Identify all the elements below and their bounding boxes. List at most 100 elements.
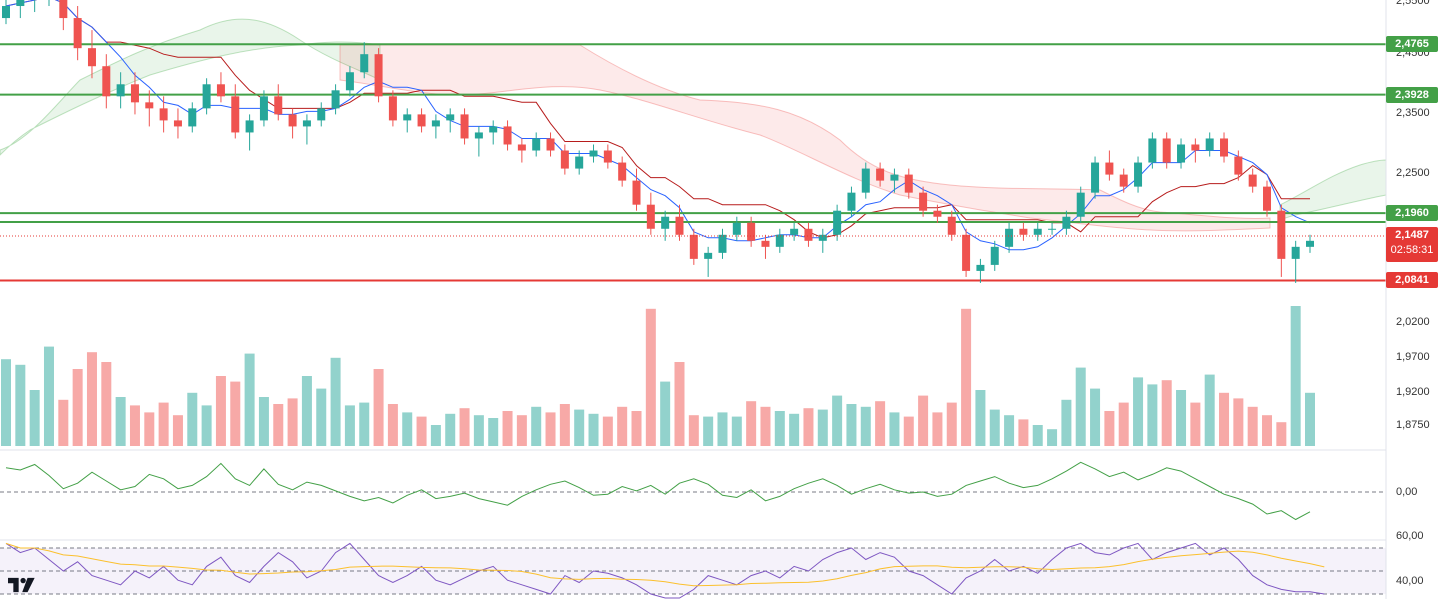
volume-bar-22 — [316, 388, 327, 446]
candle-67 — [962, 228, 971, 277]
candle-47 — [675, 204, 684, 241]
candle-72 — [1033, 222, 1042, 241]
candle-79 — [1134, 156, 1143, 193]
volume-bar-37 — [531, 406, 542, 446]
volume-bar-67 — [961, 308, 972, 446]
candle-78 — [1119, 168, 1128, 193]
volume-bar-8 — [115, 397, 126, 446]
candle-81 — [1162, 132, 1171, 169]
volume-bar-6 — [86, 352, 97, 446]
candle-53 — [761, 234, 770, 259]
candle-85 — [1220, 132, 1229, 163]
volume-bar-11 — [158, 402, 169, 446]
candle-82 — [1177, 138, 1186, 169]
candle-20 — [288, 108, 297, 139]
volume-bar-24 — [344, 405, 355, 446]
candle-83 — [1191, 138, 1200, 163]
candle-74 — [1062, 210, 1071, 235]
candle-89 — [1277, 204, 1286, 277]
volume-bar-50 — [717, 412, 728, 446]
candle-91 — [1306, 234, 1314, 253]
kijun-sen-line — [5, 0, 1310, 239]
candle-76 — [1091, 156, 1100, 199]
volume-bar-82 — [1176, 390, 1187, 446]
candle-35 — [503, 120, 512, 151]
candle-40 — [575, 150, 584, 175]
tradingview-logo-icon[interactable] — [8, 576, 40, 594]
volume-bar-56 — [803, 408, 814, 446]
volume-bar-21 — [301, 376, 312, 446]
candle-39 — [560, 144, 569, 175]
volume-bar-15 — [215, 376, 226, 446]
candle-43 — [618, 156, 627, 187]
candle-29 — [417, 108, 426, 133]
volume-bar-13 — [187, 392, 198, 446]
level-label-2: 2,1960 — [1386, 205, 1438, 222]
candle-8 — [116, 72, 125, 109]
candle-63 — [904, 168, 913, 199]
candle-14 — [202, 78, 211, 115]
volume-bar-63 — [903, 416, 914, 446]
candle-24 — [345, 66, 354, 97]
candle-33 — [474, 126, 483, 157]
candle-27 — [388, 90, 397, 127]
oscillator-zero-label: 0,00 — [1396, 486, 1417, 498]
volume-bar-87 — [1247, 406, 1258, 446]
candles — [2, 0, 1314, 283]
volume-bar-55 — [789, 413, 800, 446]
volume-bar-48 — [688, 415, 699, 446]
candle-28 — [403, 108, 412, 133]
volume-bar-33 — [473, 415, 484, 446]
current-price-value: 2,1487 — [1395, 229, 1429, 241]
volume-bar-74 — [1061, 399, 1072, 446]
volume-bar-39 — [559, 404, 570, 446]
candle-37 — [532, 132, 541, 157]
volume-bar-36 — [516, 415, 527, 446]
level-label-0: 2,4765 — [1386, 36, 1438, 53]
volume-bar-73 — [1047, 429, 1058, 446]
candle-80 — [1148, 132, 1157, 169]
volume-bar-69 — [989, 409, 1000, 446]
price-tick-1: 2,3500 — [1396, 107, 1430, 119]
candle-70 — [1005, 222, 1014, 253]
volume-bar-77 — [1104, 411, 1115, 446]
volume-bar-12 — [172, 415, 183, 446]
volume-bar-17 — [244, 353, 255, 446]
candle-62 — [890, 168, 899, 193]
level-label-1: 2,3928 — [1386, 86, 1438, 103]
candle-30 — [431, 114, 440, 139]
price-tick-3: 2,0200 — [1396, 316, 1430, 328]
volume-bar-75 — [1075, 367, 1086, 446]
volume-bar-68 — [975, 390, 986, 446]
price-tick-4: 1,9700 — [1396, 351, 1430, 363]
volume-bar-47 — [674, 362, 685, 446]
volume-bar-35 — [502, 411, 513, 446]
volume-bar-61 — [875, 401, 886, 446]
candle-10 — [145, 90, 154, 127]
volume-bar-88 — [1262, 415, 1273, 446]
volume-bar-29 — [416, 416, 427, 446]
candle-17 — [245, 114, 254, 151]
volume-bar-90 — [1290, 306, 1301, 446]
tenkan-sen-line — [5, 0, 1311, 251]
volume-bar-66 — [946, 402, 957, 446]
candle-25 — [360, 42, 369, 79]
candle-48 — [689, 228, 698, 265]
candle-45 — [646, 192, 655, 235]
volume-bar-45 — [645, 308, 656, 446]
candle-41 — [589, 144, 598, 163]
volume-bar-27 — [387, 404, 398, 446]
volume-bar-72 — [1032, 425, 1043, 446]
candle-75 — [1076, 186, 1085, 223]
volume-bar-19 — [273, 404, 284, 446]
volume-bars — [1, 306, 1315, 446]
volume-bar-54 — [774, 411, 785, 446]
candle-32 — [460, 108, 469, 145]
level-label-3: 2,0841 — [1386, 272, 1438, 289]
candle-38 — [546, 132, 555, 157]
candle-21 — [302, 114, 311, 145]
candle-73 — [1048, 222, 1057, 235]
volume-bar-38 — [545, 412, 556, 446]
volume-bar-80 — [1147, 384, 1158, 446]
